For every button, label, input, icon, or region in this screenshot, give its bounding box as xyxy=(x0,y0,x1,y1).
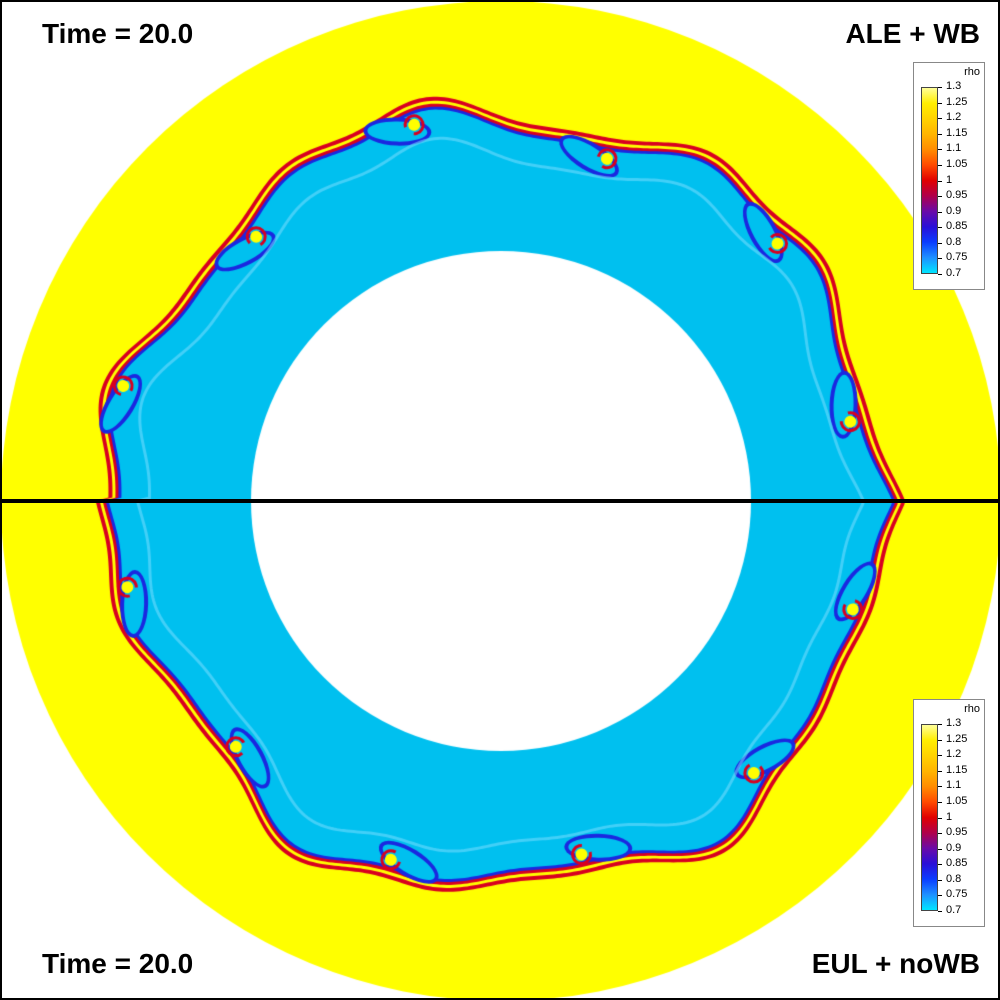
colorbar-tick-mark xyxy=(938,786,942,788)
colorbar-tick-label: 0.7 xyxy=(946,267,962,279)
colorbar-tick-label: 0.9 xyxy=(946,841,962,854)
colorbar-title: rho xyxy=(964,66,980,78)
colorbar-tick-mark xyxy=(938,833,942,835)
colorbar-tick-label: 1.15 xyxy=(946,763,968,776)
colorbar-tick-mark xyxy=(938,864,942,866)
colorbar-tick-label: 1.1 xyxy=(946,779,962,792)
colorbar-tick-mark xyxy=(938,87,942,88)
colorbar-tick-mark xyxy=(938,180,942,182)
colorbar-tick-label: 1 xyxy=(946,810,953,823)
colorbar-tick-label: 1.3 xyxy=(946,80,962,92)
colorbar-tick-label: 1.05 xyxy=(946,794,968,807)
colorbar-tick-label: 0.85 xyxy=(946,857,968,870)
colorbar-tick-mark xyxy=(938,118,942,120)
colorbar-tick-label: 0.7 xyxy=(946,904,962,916)
colorbar-tick-label: 0.75 xyxy=(946,251,968,264)
colorbar-tick-label: 1.2 xyxy=(946,111,962,124)
colorbar-tick-label: 1.05 xyxy=(946,157,968,170)
colorbar-tick-mark xyxy=(938,755,942,757)
colorbar-tick-mark xyxy=(938,164,942,166)
colorbar-legend-bottom: rho 1.3 1.25 1.2 1.15 1.1 1.05 1 0.95 0.9 0.85 0.8… xyxy=(913,699,985,927)
method-label-bottom: EUL + noWB xyxy=(811,948,980,979)
colorbar-tick-mark xyxy=(938,149,942,151)
colorbar-tick-label: 1.25 xyxy=(946,95,968,108)
colorbar-tick-label: 1.25 xyxy=(946,732,968,745)
colorbar-tick-label: 1.2 xyxy=(946,748,962,761)
colorbar-tick-mark xyxy=(938,848,942,850)
colorbar-tick-label: 0.8 xyxy=(946,235,962,248)
colorbar-gradient xyxy=(921,87,938,274)
colorbar-tick-mark xyxy=(938,817,942,819)
colorbar-tick-label: 1 xyxy=(946,173,953,186)
colorbar-legend-top: rho 1.3 1.25 1.2 1.15 1.1 1.05 1 0.95 0.9 0.85 0.8… xyxy=(913,62,985,290)
colorbar-tick-label: 0.8 xyxy=(946,872,962,885)
colorbar-tick-label: 1.15 xyxy=(946,126,968,139)
colorbar-tick-label: 1.3 xyxy=(946,717,962,729)
colorbar-tick-mark xyxy=(938,770,942,772)
method-label-top: ALE + WB xyxy=(845,18,980,49)
colorbar-tick-label: 0.95 xyxy=(946,189,968,202)
colorbar-tick-mark xyxy=(938,911,942,912)
colorbar-ticks: 1.3 1.25 1.2 1.15 1.1 1.05 1 0.95 0.9 0.85 0.8 0.75… xyxy=(914,700,986,928)
colorbar-tick-mark xyxy=(938,227,942,229)
colorbar-title: rho xyxy=(964,703,980,715)
colorbar-tick-mark xyxy=(938,211,942,213)
colorbar-tick-label: 0.75 xyxy=(946,888,968,901)
colorbar-tick-mark xyxy=(938,133,942,135)
time-label-bottom: Time = 20.0 xyxy=(42,948,194,979)
colorbar-ticks: 1.3 1.25 1.2 1.15 1.1 1.05 1 0.95 0.9 0.85 0.8 0.75… xyxy=(914,63,986,291)
colorbar-tick-label: 0.95 xyxy=(946,826,968,839)
colorbar-tick-label: 1.1 xyxy=(946,142,962,155)
colorbar-tick-label: 0.85 xyxy=(946,220,968,233)
colorbar-tick-mark xyxy=(938,242,942,244)
time-label-top: Time = 20.0 xyxy=(42,18,194,49)
colorbar-tick-mark xyxy=(938,895,942,897)
colorbar-tick-mark xyxy=(938,274,942,275)
colorbar-tick-mark xyxy=(938,879,942,881)
panel-divider xyxy=(2,499,998,503)
colorbar-tick-mark xyxy=(938,801,942,803)
colorbar-tick-mark xyxy=(938,724,942,725)
colorbar-tick-label: 0.9 xyxy=(946,204,962,217)
colorbar-gradient xyxy=(921,724,938,911)
colorbar-tick-mark xyxy=(938,258,942,260)
colorbar-tick-mark xyxy=(938,102,942,104)
colorbar-tick-mark xyxy=(938,739,942,741)
colorbar-tick-mark xyxy=(938,196,942,198)
